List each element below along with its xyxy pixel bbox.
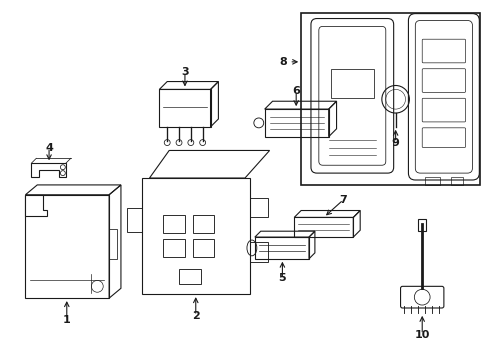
Bar <box>163 239 184 257</box>
Bar <box>417 219 425 231</box>
Bar <box>142 178 249 294</box>
Text: 1: 1 <box>63 315 70 325</box>
Text: 9: 9 <box>391 138 399 148</box>
Bar <box>301 13 479 185</box>
Bar <box>163 215 184 233</box>
Bar <box>264 109 328 137</box>
Text: 5: 5 <box>278 274 285 283</box>
Bar <box>192 215 214 233</box>
Bar <box>25 195 109 298</box>
Text: 8: 8 <box>279 57 286 67</box>
Bar <box>294 217 352 237</box>
Bar <box>450 177 462 185</box>
Bar <box>192 239 214 257</box>
Bar <box>424 177 439 185</box>
Text: 4: 4 <box>45 143 53 153</box>
Polygon shape <box>25 195 47 216</box>
Bar <box>254 237 308 259</box>
Text: 3: 3 <box>181 67 188 77</box>
Text: 6: 6 <box>292 86 300 96</box>
Bar <box>330 69 373 98</box>
Bar <box>109 229 117 259</box>
Text: 7: 7 <box>339 195 346 205</box>
Text: 2: 2 <box>191 311 199 321</box>
Bar <box>179 269 200 284</box>
Bar <box>159 89 210 127</box>
Text: 10: 10 <box>414 329 429 339</box>
